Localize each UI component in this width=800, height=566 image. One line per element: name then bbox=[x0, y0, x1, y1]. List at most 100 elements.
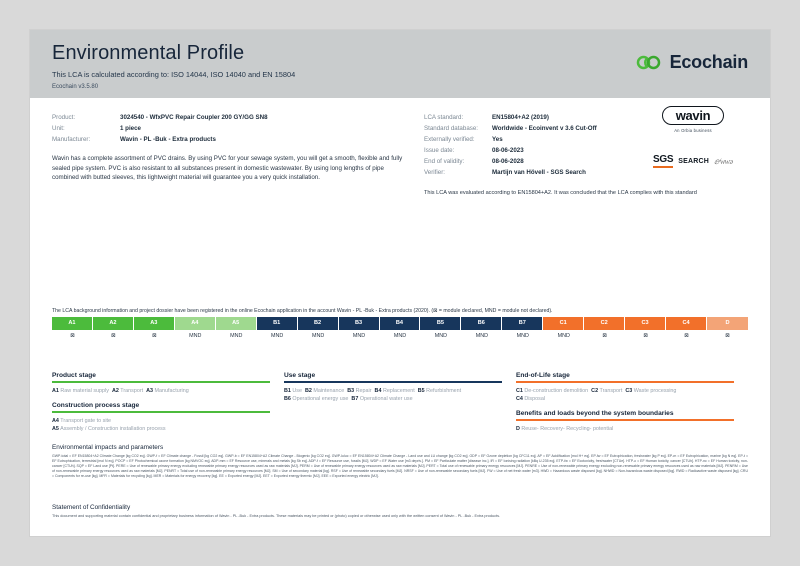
module-column-c4: C4 ⊠ bbox=[666, 317, 707, 343]
unit-row: Unit: 1 piece bbox=[52, 123, 412, 134]
product-description: Wavin has a complete assortment of PVC d… bbox=[52, 155, 403, 182]
verifier-signature-icon: ⅇ⁄ᴡᴡə bbox=[713, 156, 734, 166]
benefits-stage-items: D Reuse- Recovery- Recycling- potential bbox=[516, 425, 734, 433]
module-column-a5: A5 MND bbox=[215, 317, 257, 343]
stage-item-label: Operational water use bbox=[358, 396, 413, 402]
stage-item-label: Replacement bbox=[381, 387, 415, 394]
stage-item-label: Raw material supply bbox=[58, 387, 109, 394]
issue-date-label: Issue date: bbox=[424, 147, 455, 154]
stage-item-label: Transport gate to site bbox=[58, 417, 112, 424]
impacts-title: Environmental impacts and parameters bbox=[52, 444, 164, 451]
module-code: A5 bbox=[215, 317, 257, 330]
verifier-label: Verifier: bbox=[424, 169, 445, 176]
stage-item-code: A5 bbox=[52, 426, 59, 432]
page-title: Environmental Profile bbox=[52, 42, 245, 64]
stage-item-label: Transport bbox=[118, 387, 144, 394]
module-column-b7: B7 MND bbox=[502, 317, 544, 343]
lca-info-column: LCA standard: EN15804+A2 (2019) Standard… bbox=[424, 112, 697, 196]
end-of-validity-label: End of validity: bbox=[424, 158, 465, 165]
stage-item-code: B3 bbox=[347, 387, 355, 394]
lca-standard-label: LCA standard: bbox=[424, 114, 464, 121]
use-stage-items: B1 Use B2 Maintenance B3 Repair B4 Repla… bbox=[284, 387, 502, 404]
module-column-b6: B6 MND bbox=[461, 317, 503, 343]
standard-database-value: Worldwide - Ecoinvent v 3.6 Cut-Off bbox=[492, 125, 597, 132]
eol-stage-block: End-of-Life stage C1 De-construction dem… bbox=[515, 372, 734, 403]
module-column-b5: B5 MND bbox=[420, 317, 462, 343]
module-column-b4: B4 MND bbox=[379, 317, 421, 343]
impacts-section: Environmental impacts and parameters GWP… bbox=[52, 444, 748, 479]
metadata-section: Product: 3024540 - WfxPVC Repair Coupler… bbox=[30, 98, 770, 196]
header-subtitle: This LCA is calculated according to: ISO… bbox=[52, 70, 296, 79]
module-code: B4 bbox=[379, 317, 421, 330]
use-stage-rule bbox=[283, 381, 502, 383]
modules-section: The LCA background information and proje… bbox=[52, 308, 748, 343]
modules-note: The LCA background information and proje… bbox=[52, 308, 553, 314]
ecochain-logo: Ecochain bbox=[635, 52, 748, 73]
module-column-c3: C3 ⊠ bbox=[625, 317, 667, 343]
stage-item-label: Operational energy use bbox=[290, 396, 349, 402]
stage-item-code: B4 bbox=[374, 387, 382, 394]
module-code: B6 bbox=[461, 317, 503, 330]
stage-item-code: A4 bbox=[52, 417, 59, 424]
verifier-logos: SGS SEARCH ⅇ⁄ᴡᴡə bbox=[638, 154, 748, 168]
product-stage-rule bbox=[52, 381, 270, 383]
product-label: Product: bbox=[52, 114, 76, 121]
standard-database-row: Standard database: Worldwide - Ecoinvent… bbox=[424, 123, 674, 134]
module-status: ⊠ bbox=[725, 333, 730, 339]
module-status: ⊠ bbox=[152, 333, 157, 339]
module-code: A1 bbox=[52, 317, 93, 330]
wavin-tagline: An Orbia business bbox=[674, 128, 712, 133]
externally-verified-value: Yes bbox=[492, 136, 503, 143]
module-code: D bbox=[707, 317, 748, 330]
stage-item-code: B6 bbox=[283, 396, 291, 402]
stage-item-label: De-construction demolition bbox=[522, 387, 589, 394]
construction-stage-rule bbox=[52, 411, 270, 413]
brand-name: Ecochain bbox=[669, 52, 749, 72]
stage-item-label: Manufacturing bbox=[153, 387, 189, 394]
end-of-validity-row: End of validity: 08-06-2028 bbox=[424, 156, 674, 167]
confidentiality-title: Statement of Confidentiality bbox=[52, 504, 131, 511]
evaluation-note: This LCA was evaluated according to EN15… bbox=[424, 190, 697, 196]
stages-column-right: End-of-Life stage C1 De-construction dem… bbox=[515, 372, 748, 440]
module-column-c2: C2 ⊠ bbox=[584, 317, 626, 343]
module-column-b1: B1 MND bbox=[256, 317, 298, 343]
module-status: MND bbox=[352, 333, 366, 339]
module-status: ⊠ bbox=[684, 333, 689, 339]
stage-item-code: C4 bbox=[515, 396, 523, 402]
stage-item-code: D bbox=[515, 426, 520, 432]
stages-column-middle: Use stage B1 Use B2 Maintenance B3 Repai… bbox=[283, 372, 516, 440]
module-status: MND bbox=[311, 333, 325, 339]
stage-item-code: A3 bbox=[146, 387, 154, 394]
module-code: C1 bbox=[543, 317, 585, 330]
stage-item-code: B2 bbox=[304, 387, 312, 394]
benefits-stage-block: Benefits and loads beyond the system bou… bbox=[515, 410, 734, 433]
stage-item-code: C2 bbox=[591, 387, 599, 394]
product-info-column: Product: 3024540 - WfxPVC Repair Coupler… bbox=[52, 112, 412, 196]
module-status: ⊠ bbox=[602, 333, 607, 339]
search-logo: SEARCH bbox=[678, 157, 709, 165]
standard-database-label: Standard database: bbox=[424, 125, 479, 132]
wavin-logo: wavin bbox=[661, 106, 725, 125]
lca-standard-value: EN15804+A2 (2019) bbox=[492, 114, 549, 121]
module-status: ⊠ bbox=[70, 333, 75, 339]
module-status: MND bbox=[271, 333, 284, 339]
module-column-c1: C1 MND bbox=[543, 317, 585, 343]
module-status: ⊠ bbox=[111, 333, 116, 339]
stages-column-left: Product stage A1 Raw material supply A2 … bbox=[52, 372, 284, 440]
issue-date-value: 08-06-2023 bbox=[492, 147, 524, 154]
module-status: MND bbox=[434, 333, 448, 339]
stage-item-label: Repair bbox=[354, 387, 372, 394]
module-code: A2 bbox=[92, 317, 134, 330]
verifier-row: Verifier: Martijn van Hövell - SGS Searc… bbox=[424, 167, 674, 178]
module-column-a1: A1 ⊠ bbox=[52, 317, 93, 343]
construction-stage-title: Construction process stage bbox=[52, 402, 140, 409]
stage-item-code: A2 bbox=[111, 387, 119, 394]
benefits-stage-rule bbox=[515, 419, 734, 421]
use-stage-block: Use stage B1 Use B2 Maintenance B3 Repai… bbox=[283, 372, 502, 404]
module-code: C3 bbox=[625, 317, 667, 330]
stage-item-label: Reuse- Recovery- Recycling- potential bbox=[519, 426, 614, 432]
verifier-value: Martijn van Hövell - SGS Search bbox=[492, 169, 586, 176]
module-status: MND bbox=[393, 333, 407, 339]
module-code: B2 bbox=[297, 317, 339, 330]
impacts-abbreviations: GWP-total = EF EN15804+A2 Climate Change… bbox=[52, 454, 748, 478]
